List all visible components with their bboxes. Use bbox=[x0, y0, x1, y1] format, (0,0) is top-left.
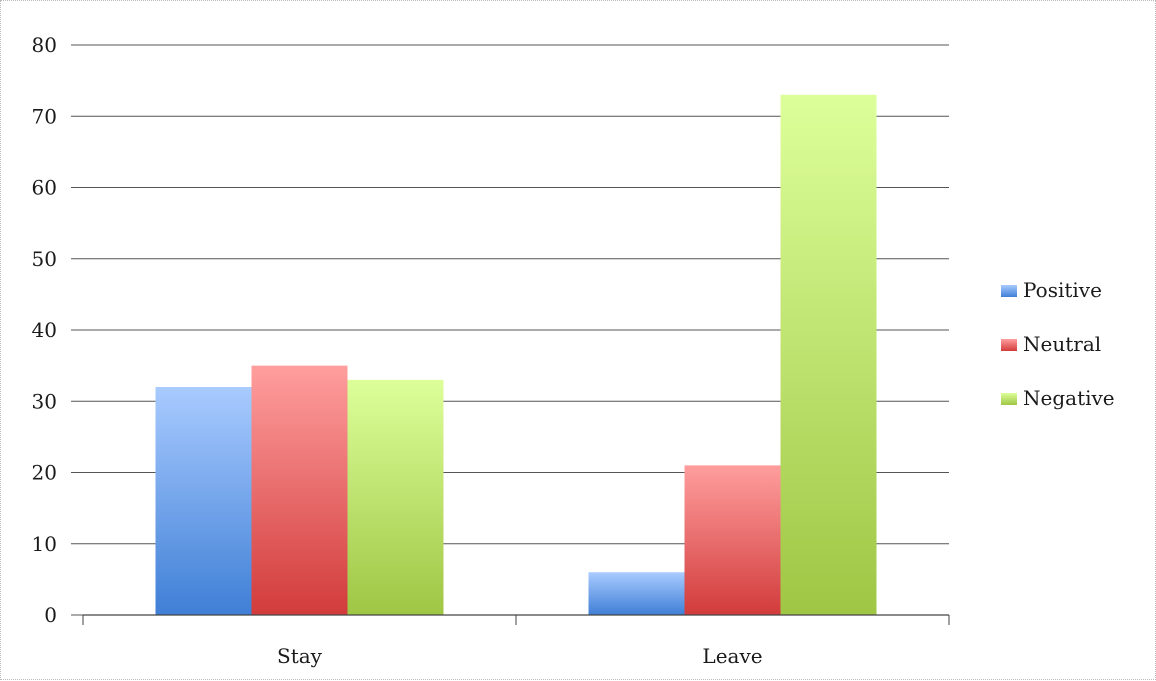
bar-positive-leave bbox=[588, 572, 685, 615]
legend-swatch-neutral bbox=[1001, 339, 1017, 351]
legend-label-negative: Negative bbox=[1023, 386, 1115, 410]
bar-neutral-stay bbox=[251, 365, 348, 615]
x-axis-labels: Stay Leave bbox=[277, 644, 763, 668]
legend-label-neutral: Neutral bbox=[1023, 332, 1101, 356]
bars bbox=[155, 94, 877, 615]
bar-neutral-leave bbox=[684, 465, 781, 615]
y-tick-label: 0 bbox=[44, 603, 57, 627]
x-category-label: Stay bbox=[277, 644, 323, 668]
y-tick-label: 70 bbox=[32, 104, 57, 128]
bar-negative-leave bbox=[780, 94, 877, 615]
x-axis bbox=[82, 614, 950, 625]
y-tick-label: 60 bbox=[32, 176, 57, 200]
y-tick-label: 10 bbox=[32, 532, 57, 556]
x-category-label: Leave bbox=[702, 644, 762, 668]
y-tick-label: 80 bbox=[32, 33, 57, 57]
y-tick-label: 20 bbox=[32, 461, 57, 485]
legend-swatch-positive bbox=[1001, 285, 1017, 297]
legend-swatch-negative bbox=[1001, 393, 1017, 405]
y-tick-label: 50 bbox=[32, 247, 57, 271]
y-tick-label: 40 bbox=[32, 318, 57, 342]
y-tick-label: 30 bbox=[32, 389, 57, 413]
bar-positive-stay bbox=[155, 387, 252, 615]
bar-negative-stay bbox=[347, 379, 444, 615]
legend: Positive Neutral Negative bbox=[1001, 278, 1115, 410]
y-axis-ticks: 0 10 20 30 40 50 60 70 80 bbox=[32, 33, 57, 627]
legend-label-positive: Positive bbox=[1023, 278, 1102, 302]
